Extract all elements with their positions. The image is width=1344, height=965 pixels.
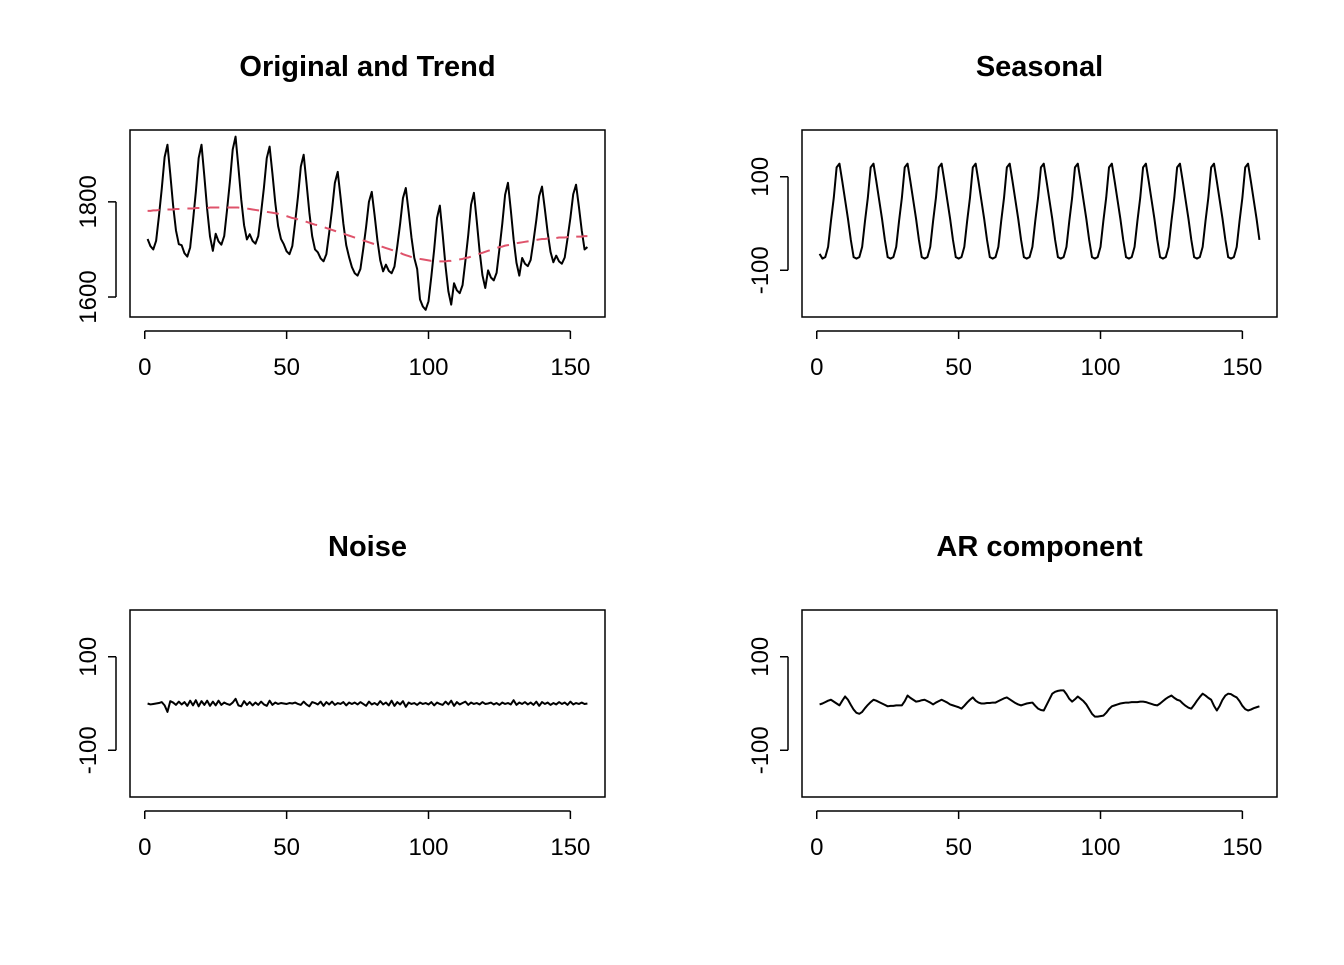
y-tick-label: 100 [747, 157, 774, 197]
x-tick-label: 150 [1222, 834, 1262, 861]
x-tick-label: 0 [138, 834, 151, 861]
panel-title: Noise [328, 531, 407, 563]
data-line [146, 135, 589, 311]
plot-box [129, 129, 606, 318]
x-tick-label: 0 [810, 354, 823, 381]
x-tick-label: 0 [138, 354, 151, 381]
y-tick-label: 100 [747, 637, 774, 677]
data-line [819, 689, 1260, 718]
y-tick-label: 100 [75, 637, 102, 677]
y-tick-label: -100 [747, 726, 774, 774]
data-line [147, 697, 588, 713]
y-tick-label: 1800 [75, 175, 102, 228]
x-tick-label: 100 [408, 834, 448, 861]
x-tick-label: 150 [550, 834, 590, 861]
y-tick-label: -100 [75, 726, 102, 774]
x-tick-label: 150 [550, 354, 590, 381]
data-line [147, 206, 588, 263]
x-tick-label: 100 [1080, 354, 1120, 381]
x-tick-label: 150 [1222, 354, 1262, 381]
x-tick-label: 100 [408, 354, 448, 381]
panel-title: AR component [936, 531, 1143, 563]
x-tick-label: 50 [945, 834, 972, 861]
plot-box [801, 129, 1278, 318]
panel-title: Original and Trend [239, 51, 495, 83]
x-tick-label: 100 [1080, 834, 1120, 861]
x-tick-label: 50 [945, 354, 972, 381]
y-tick-label: 1600 [75, 270, 102, 323]
y-tick-label: -100 [747, 246, 774, 294]
x-tick-label: 50 [273, 834, 300, 861]
panel-title: Seasonal [976, 51, 1103, 83]
x-tick-label: 50 [273, 354, 300, 381]
x-tick-label: 0 [810, 834, 823, 861]
plot-box [129, 609, 606, 798]
plot-box [801, 609, 1278, 798]
data-line [818, 162, 1261, 260]
